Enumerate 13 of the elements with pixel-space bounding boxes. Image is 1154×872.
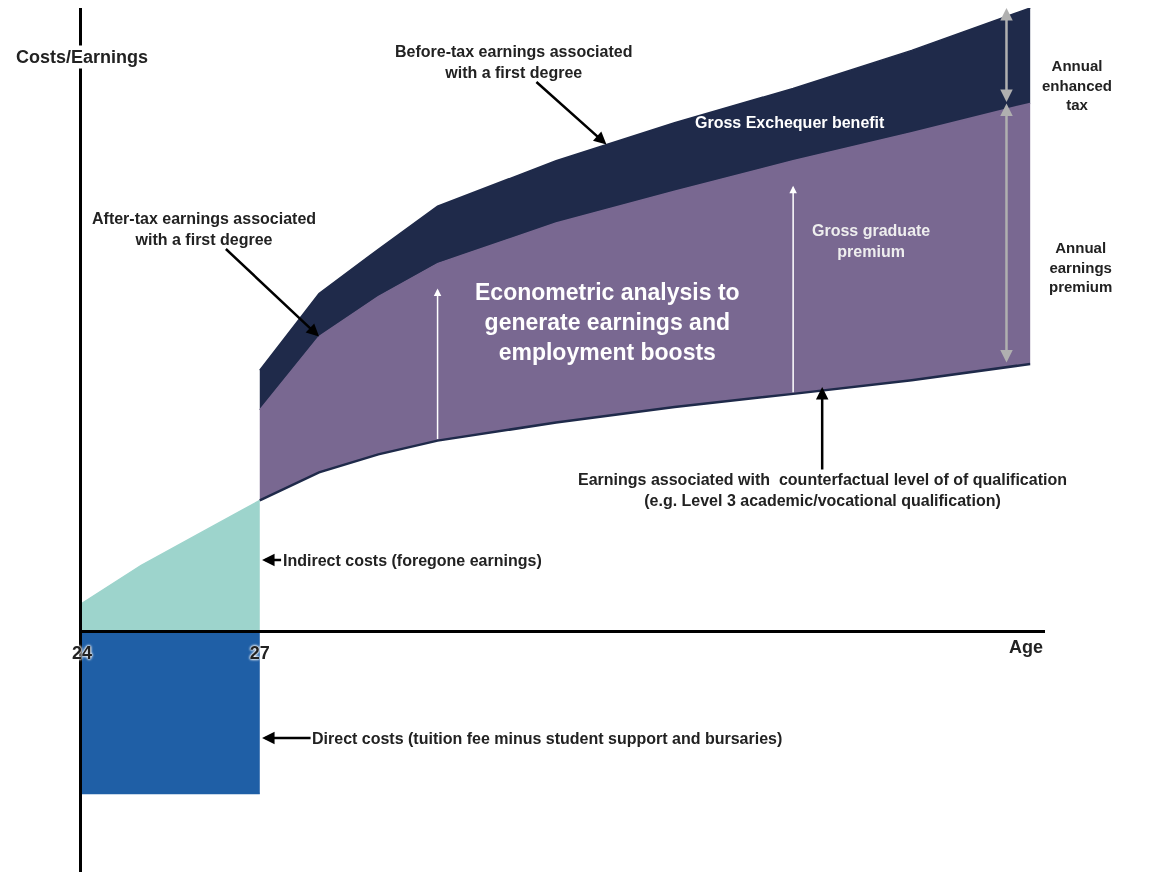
- y-axis-title: Costs/Earnings: [16, 47, 149, 67]
- text: Annual earnings premium: [1049, 239, 1113, 295]
- annotation: Indirect costs (foregone earnings): [283, 552, 542, 569]
- annotation: Econometric analysis to generate earnings and employment boosts: [475, 279, 740, 365]
- x-axis-title: Age: [1009, 637, 1044, 657]
- annotation: Gross Exchequer benefit: [695, 114, 886, 131]
- annotation: Earnings associated with counterfactual level of of qualification (e.g. Level 3 academic/vocational qualification): [578, 471, 1067, 509]
- x-tick-label: 24: [71, 642, 93, 663]
- annotation: Annual enhanced tax: [1042, 57, 1113, 113]
- annotation: Gross graduate premium: [812, 222, 931, 260]
- annotation: After-tax earnings associated with a first degree: [92, 210, 317, 248]
- annotation: Direct costs (tuition fee minus student support and bursaries): [312, 730, 783, 747]
- annotation: Before-tax earnings associated with a first degree: [395, 43, 633, 81]
